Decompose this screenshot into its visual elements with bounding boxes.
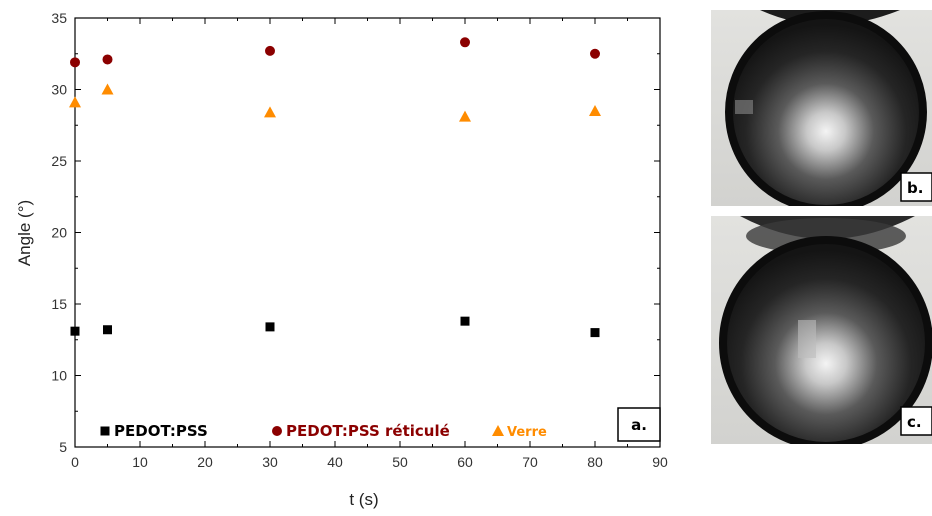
y-axis-title: Angle (°) <box>15 200 34 266</box>
x-tick-label: 0 <box>71 454 79 470</box>
photo-c-label-text: c. <box>907 413 922 431</box>
legend-item: PEDOT:PSS réticulé <box>272 422 450 440</box>
legend-marker <box>100 426 110 436</box>
data-point <box>69 96 81 108</box>
x-tick-label: 90 <box>652 454 668 470</box>
y-tick-label: 10 <box>51 368 67 384</box>
legend-marker <box>492 425 504 436</box>
legend-label: Verre <box>507 425 547 440</box>
data-point <box>590 328 600 338</box>
data-point <box>460 316 470 326</box>
photo-b <box>711 10 932 206</box>
data-point <box>459 110 471 122</box>
y-tick-label: 35 <box>51 10 67 26</box>
plot-frame <box>74 17 661 448</box>
x-tick-label: 40 <box>327 454 343 470</box>
photo-c-label: c. <box>900 406 932 436</box>
x-tick-label: 60 <box>457 454 473 470</box>
x-tick-label: 80 <box>587 454 603 470</box>
series-1 <box>70 37 600 68</box>
series-0 <box>70 316 600 338</box>
axes: 0 10 20 30 40 50 60 70 80 90 5 10 15 20 25 30 35 <box>51 10 668 470</box>
legend-item: PEDOT:PSS <box>100 422 208 440</box>
data-point <box>264 106 276 118</box>
legend-label: PEDOT:PSS réticulé <box>286 422 450 440</box>
data-point <box>103 325 112 335</box>
data-point <box>70 326 80 336</box>
legend: PEDOT:PSS PEDOT:PSS réticulé Verre <box>100 422 547 440</box>
legend-label: PEDOT:PSS <box>114 422 208 440</box>
data-point <box>102 54 113 65</box>
plot-area: 0 10 20 30 40 50 60 70 80 90 5 10 15 20 25 30 35 t (s) A… <box>15 10 668 509</box>
panel-label-a: a. <box>617 407 661 442</box>
data-points <box>69 37 601 338</box>
series-2 <box>69 83 601 122</box>
data-point <box>265 322 275 332</box>
x-tick-label: 50 <box>392 454 408 470</box>
legend-marker <box>272 426 282 436</box>
data-point <box>589 104 601 116</box>
x-tick-label: 10 <box>132 454 148 470</box>
x-tick-label: 20 <box>197 454 213 470</box>
panel-label-a-text: a. <box>631 416 647 434</box>
y-tick-label: 30 <box>51 82 67 98</box>
data-point <box>101 83 114 95</box>
x-axis-title: t (s) <box>349 490 378 509</box>
photo-b-label: b. <box>900 172 932 202</box>
data-point <box>460 37 470 48</box>
x-tick-label: 70 <box>522 454 538 470</box>
data-point <box>590 48 600 59</box>
y-tick-label: 5 <box>59 439 67 455</box>
legend-item: Verre <box>492 425 547 440</box>
y-tick-label: 15 <box>51 296 67 312</box>
x-tick-label: 30 <box>262 454 278 470</box>
y-tick-label: 20 <box>51 225 67 241</box>
data-point <box>265 45 275 56</box>
y-tick-label: 25 <box>51 153 67 169</box>
photo-b-label-text: b. <box>907 179 923 197</box>
photo-c <box>711 216 932 444</box>
data-point <box>70 57 80 68</box>
